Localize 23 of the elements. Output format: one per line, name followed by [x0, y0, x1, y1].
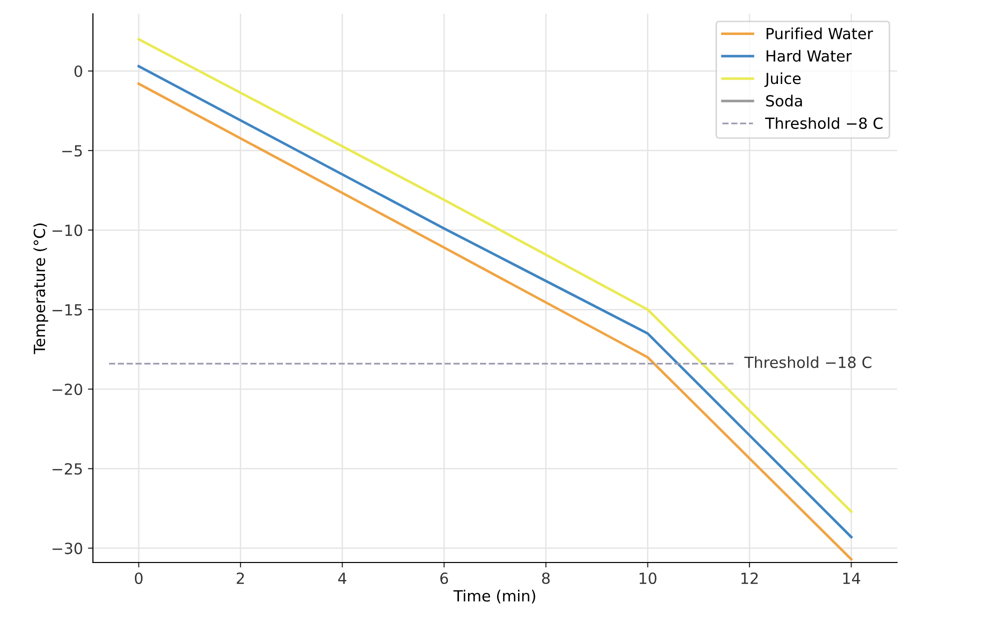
legend-label: Purified Water — [766, 28, 874, 40]
annotation: Threshold −18 C — [744, 356, 872, 368]
x-axis-title: Time (min) — [453, 590, 536, 604]
y-tick-label: −20 — [52, 384, 82, 396]
y-tick-label: −5 — [62, 145, 82, 157]
y-tick-label: −30 — [52, 542, 82, 554]
legend-label: Threshold −8 C — [765, 117, 883, 130]
legend-label: Soda — [766, 94, 802, 107]
x-tick-label: 2 — [236, 572, 244, 584]
x-tick-label: 8 — [542, 572, 550, 584]
legend-label: Hard Water — [766, 50, 852, 62]
x-tick-label: 4 — [338, 572, 346, 584]
y-tick-label: −25 — [52, 463, 82, 475]
x-tick-label: 14 — [843, 572, 860, 584]
x-tick-label: 10 — [640, 572, 656, 584]
legend-label: Juice — [764, 72, 801, 88]
y-tick-label: 0 — [74, 65, 82, 78]
x-tick-label: 12 — [741, 572, 758, 584]
x-tick-label: 0 — [134, 572, 143, 584]
y-tick-label: −15 — [52, 304, 82, 316]
x-tick-label: 6 — [440, 572, 448, 584]
y-tick-label: −10 — [52, 224, 82, 236]
y-axis-title: Temperature (°C) — [33, 224, 48, 354]
